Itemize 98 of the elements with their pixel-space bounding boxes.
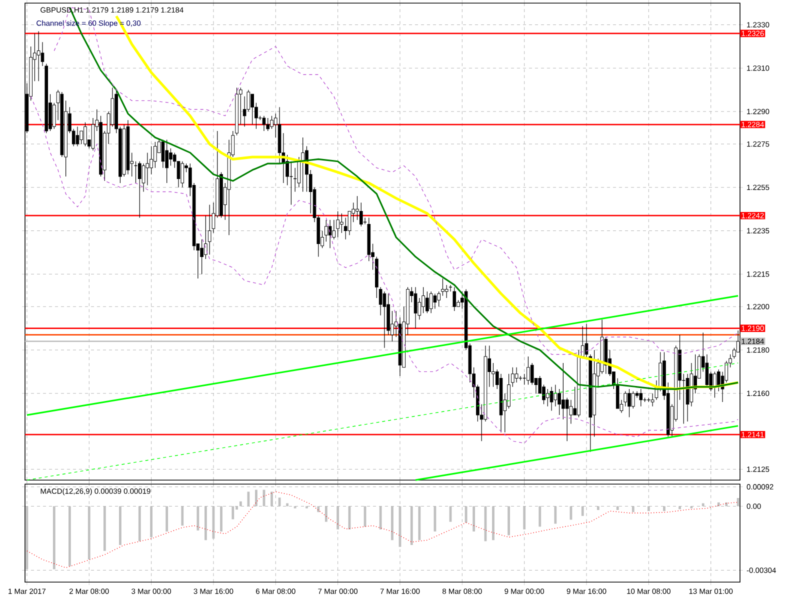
bar: [647, 506, 650, 512]
bar: [418, 506, 421, 540]
candlestick: [161, 139, 165, 168]
candlestick: [266, 118, 270, 132]
candlestick: [422, 286, 425, 314]
candlestick: [452, 286, 456, 312]
candlestick: [142, 163, 146, 192]
bar: [391, 506, 394, 540]
bar: [232, 506, 234, 520]
candlestick: [328, 220, 332, 248]
bar: [632, 506, 634, 512]
candlestick: [713, 371, 716, 398]
bar: [196, 506, 200, 530]
bar: [554, 506, 557, 524]
bar: [616, 506, 619, 510]
candlestick: [340, 213, 344, 234]
candlestick: [492, 362, 495, 388]
bar: [725, 502, 728, 506]
bar: [523, 506, 526, 530]
bar: [220, 506, 222, 532]
candlestick: [554, 384, 558, 407]
candlestick: [297, 156, 301, 188]
candlestick: [208, 204, 212, 255]
candlestick: [705, 354, 709, 388]
candlestick: [84, 122, 87, 146]
candlestick: [348, 210, 352, 236]
candlestick: [511, 367, 514, 388]
bar: [52, 506, 56, 570]
bar: [596, 506, 600, 510]
bar: [472, 506, 476, 532]
candlestick: [36, 30, 40, 82]
candlestick: [154, 142, 157, 168]
candlestick: [429, 291, 433, 314]
candlestick: [550, 386, 554, 411]
candlestick: [565, 397, 569, 442]
candlestick: [414, 286, 418, 329]
candlestick: [204, 215, 208, 260]
bar: [247, 492, 250, 506]
bar: [166, 506, 168, 532]
candlestick: [262, 115, 266, 132]
candlestick: [324, 220, 328, 242]
candlestick: [180, 161, 184, 188]
bar: [138, 506, 141, 542]
bar: [736, 498, 740, 506]
candlestick: [289, 161, 294, 205]
bar: [255, 490, 258, 506]
bar: [663, 506, 666, 512]
bar: [270, 492, 273, 506]
candlestick: [616, 378, 620, 409]
candlestick: [580, 326, 584, 359]
bar: [103, 506, 106, 551]
candlestick: [444, 284, 448, 298]
bar: [581, 506, 584, 516]
candlestick: [441, 278, 444, 296]
candlestick: [150, 146, 153, 175]
bar: [336, 506, 340, 530]
bar: [508, 506, 510, 536]
bar: [204, 506, 207, 540]
bar: [324, 506, 328, 522]
candlestick: [138, 161, 142, 218]
candlestick: [336, 210, 340, 238]
bar: [538, 506, 542, 527]
candlestick: [382, 291, 386, 348]
bar: [410, 506, 413, 545]
candlestick: [546, 388, 550, 407]
candlestick: [356, 196, 359, 220]
candlestick: [631, 390, 635, 409]
candlestick: [526, 356, 530, 385]
candlestick: [639, 388, 643, 407]
bar: [464, 506, 468, 523]
bar: [119, 506, 122, 545]
candlestick: [250, 94, 254, 125]
candlestick: [514, 367, 518, 383]
candlestick: [507, 374, 510, 409]
candlestick: [426, 291, 429, 314]
candlestick: [200, 239, 204, 274]
candlestick: [270, 115, 274, 130]
candlestick: [169, 148, 172, 166]
bar: [678, 506, 681, 510]
bar: [68, 506, 71, 566]
candlestick: [530, 362, 534, 385]
candlestick: [562, 362, 565, 420]
candlestick: [628, 388, 631, 418]
candlestick: [80, 130, 83, 144]
bar: [379, 506, 382, 530]
bar: [492, 506, 494, 540]
candlestick: [76, 126, 80, 146]
bar: [181, 506, 184, 526]
candlestick: [558, 388, 561, 416]
candlestick: [165, 139, 168, 184]
candlestick: [437, 291, 440, 307]
bar: [239, 501, 242, 506]
candlestick: [359, 202, 363, 227]
bar: [317, 506, 320, 512]
candlestick: [91, 118, 95, 151]
bar: [150, 506, 152, 538]
candlestick: [433, 293, 437, 310]
bar: [88, 506, 90, 560]
